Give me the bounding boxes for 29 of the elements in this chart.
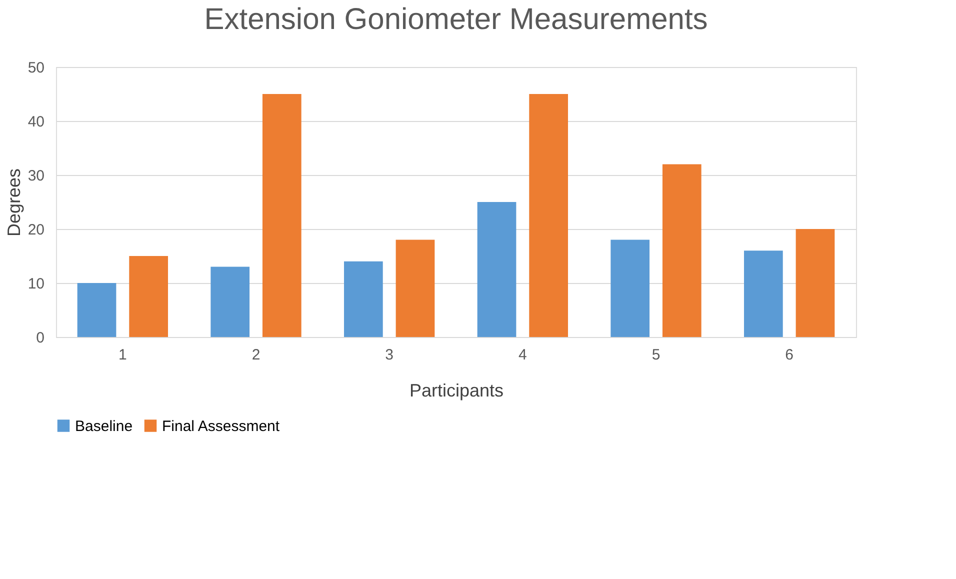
y-tick-label: 10	[28, 276, 44, 292]
legend-label: Baseline	[75, 418, 133, 435]
y-tick-label: 30	[28, 168, 44, 184]
y-tick-label: 0	[36, 330, 44, 346]
y-axis-title: Degrees	[4, 168, 24, 237]
bar	[796, 229, 835, 337]
bar	[610, 240, 650, 337]
bar	[262, 94, 302, 337]
bar	[77, 283, 116, 337]
x-axis-title: Participants	[409, 380, 504, 400]
bar	[744, 250, 783, 337]
bar	[129, 256, 168, 337]
bar	[477, 202, 516, 337]
legend-label: Final Assessment	[162, 418, 280, 435]
x-tick-label: 4	[518, 346, 527, 364]
bar	[344, 261, 383, 337]
bar	[529, 94, 568, 337]
x-tick-label: 3	[385, 346, 394, 364]
x-tick-label: 2	[252, 346, 260, 364]
bar	[210, 266, 250, 337]
chart-title: Extension Goniometer Measurements	[204, 3, 708, 36]
bar	[662, 164, 702, 337]
x-tick-label: 1	[118, 346, 127, 364]
x-tick-label: 6	[785, 346, 794, 364]
x-tick-label: 5	[652, 346, 660, 364]
y-tick-label: 40	[28, 114, 44, 130]
y-tick-label: 20	[28, 222, 44, 238]
bar	[396, 240, 435, 337]
y-tick-label: 50	[28, 60, 44, 76]
